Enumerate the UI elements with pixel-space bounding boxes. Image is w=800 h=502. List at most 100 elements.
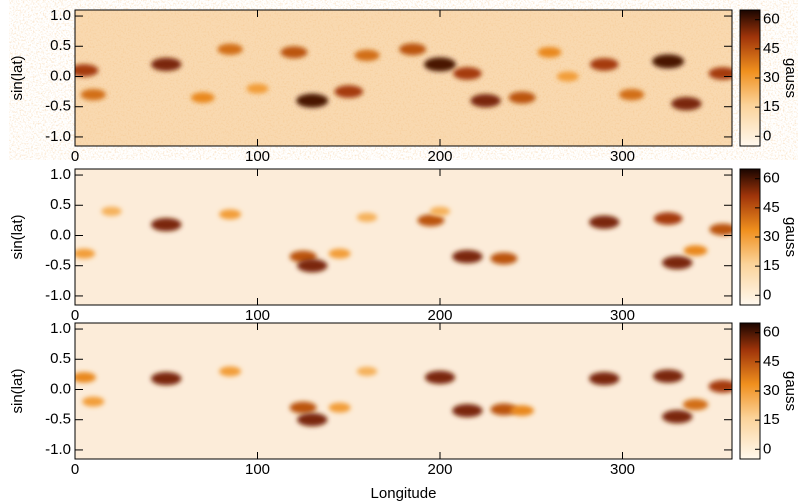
flux-spot <box>424 57 456 72</box>
flux-spot <box>452 249 483 264</box>
colorbar-tick-label: 0 <box>763 286 771 303</box>
flux-spot <box>683 245 708 256</box>
colorbar-tick-label: 60 <box>763 170 780 187</box>
flux-spot <box>424 370 456 385</box>
x-tick-label: 200 <box>427 461 452 478</box>
x-tick-label: 300 <box>610 461 635 478</box>
y-tick-label: 1.0 <box>50 166 71 183</box>
colorbar-tick-label: 60 <box>763 324 780 341</box>
colorbar-tick-label: 30 <box>763 228 780 245</box>
x-tick-label: 0 <box>71 148 79 165</box>
flux-spot <box>328 248 351 259</box>
flux-spot <box>75 64 99 77</box>
colorbar-tick-label: 15 <box>763 411 780 428</box>
flux-spot <box>246 83 269 94</box>
y-tick-label: -1.0 <box>45 441 71 458</box>
flux-spot <box>490 252 518 265</box>
heatmap <box>75 43 732 111</box>
flux-spot <box>356 212 378 223</box>
flux-spot <box>589 371 620 386</box>
flux-spot <box>296 93 329 108</box>
flux-spot <box>682 398 709 411</box>
plot-frame <box>74 168 733 306</box>
x-axis-label: Longitude <box>371 485 437 502</box>
flux-spot <box>219 209 242 220</box>
y-tick-label: -0.5 <box>45 98 71 115</box>
flux-spot <box>75 248 96 259</box>
flux-spot <box>508 91 536 104</box>
x-tick-label: 200 <box>427 307 452 324</box>
flux-spot <box>490 403 518 416</box>
plot-background <box>75 323 732 459</box>
flux-spot <box>354 49 380 61</box>
flux-spot <box>510 405 534 416</box>
y-axis-label: sin(lat) <box>9 214 26 259</box>
colorbar-tick-label: 30 <box>763 382 780 399</box>
colorbar-label: gauss <box>782 58 799 98</box>
y-tick-label: 0.5 <box>50 350 71 367</box>
flux-spot <box>219 366 242 377</box>
flux-spot <box>470 94 501 108</box>
flux-spot <box>589 215 620 229</box>
y-tick-label: 0.0 <box>50 226 71 243</box>
y-tick-label: 0.0 <box>50 380 71 397</box>
flux-spot <box>652 369 684 383</box>
y-axis-label: sin(lat) <box>9 368 26 413</box>
plot-frame <box>74 9 733 147</box>
x-tick-label: 100 <box>245 148 270 165</box>
flux-spot <box>453 67 482 80</box>
y-tick-label: 0.5 <box>50 37 71 54</box>
colorbar-tick-label: 0 <box>763 127 771 144</box>
x-tick-label: 100 <box>245 461 270 478</box>
flux-spot <box>190 92 215 103</box>
flux-spot <box>709 223 732 236</box>
x-tick-label: 100 <box>245 307 270 324</box>
y-axis-label: sin(lat) <box>9 55 26 100</box>
speckle <box>75 10 732 146</box>
x-tick-label: 300 <box>610 307 635 324</box>
flux-spot <box>151 57 182 72</box>
flux-spot <box>151 217 182 232</box>
colorbar-tick-label: 60 <box>763 11 780 28</box>
colorbar-tick-label: 15 <box>763 98 780 115</box>
y-tick-label: -1.0 <box>45 128 71 145</box>
plot-frame <box>74 322 733 460</box>
y-tick-label: 0.5 <box>50 196 71 213</box>
flux-spot <box>356 366 378 377</box>
colorbar-label: gauss <box>782 217 799 257</box>
flux-spot <box>452 403 483 418</box>
flux-spot <box>671 97 702 111</box>
plot-background <box>75 169 732 305</box>
y-tick-label: 0.0 <box>50 67 71 84</box>
flux-spot <box>217 43 243 55</box>
colorbar-tick-label: 45 <box>763 353 780 370</box>
flux-spot <box>618 88 645 101</box>
flux-spot <box>399 43 427 56</box>
flux-spot <box>297 413 328 427</box>
flux-spot <box>297 259 328 273</box>
flux-spot <box>328 402 351 413</box>
flux-spot <box>708 380 732 393</box>
flux-spot <box>80 88 106 101</box>
flux-spot <box>417 214 445 227</box>
flux-spot <box>75 372 96 383</box>
y-tick-label: -0.5 <box>45 257 71 274</box>
x-tick-label: 200 <box>427 148 452 165</box>
flux-spot <box>653 212 683 225</box>
flux-spot <box>280 46 308 59</box>
y-tick-label: 1.0 <box>50 320 71 337</box>
y-tick-label: -0.5 <box>45 411 71 428</box>
flux-spot <box>556 71 579 82</box>
colorbar-tick-label: 30 <box>763 69 780 86</box>
flux-spot <box>662 410 693 424</box>
flux-spot <box>589 58 619 71</box>
colorbar-tick-label: 45 <box>763 199 780 216</box>
y-tick-label: -1.0 <box>45 287 71 304</box>
flux-spot <box>151 371 182 386</box>
colorbar-label: gauss <box>782 371 799 411</box>
flux-spot <box>334 85 364 98</box>
flux-spot <box>652 54 685 69</box>
x-tick-label: 0 <box>71 461 79 478</box>
flux-spot <box>429 206 451 216</box>
